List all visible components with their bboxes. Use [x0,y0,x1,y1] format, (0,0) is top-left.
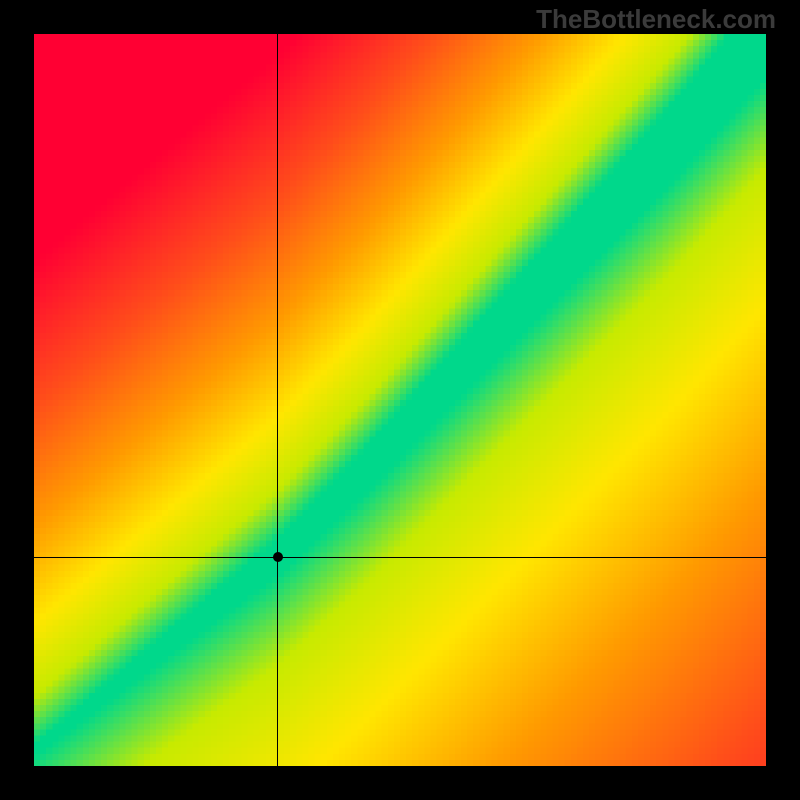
bottleneck-heatmap [34,34,766,766]
crosshair-horizontal [34,557,766,558]
crosshair-vertical [277,34,278,766]
chart-container: { "watermark": { "text": "TheBottleneck.… [0,0,800,800]
watermark-text: TheBottleneck.com [536,4,776,35]
